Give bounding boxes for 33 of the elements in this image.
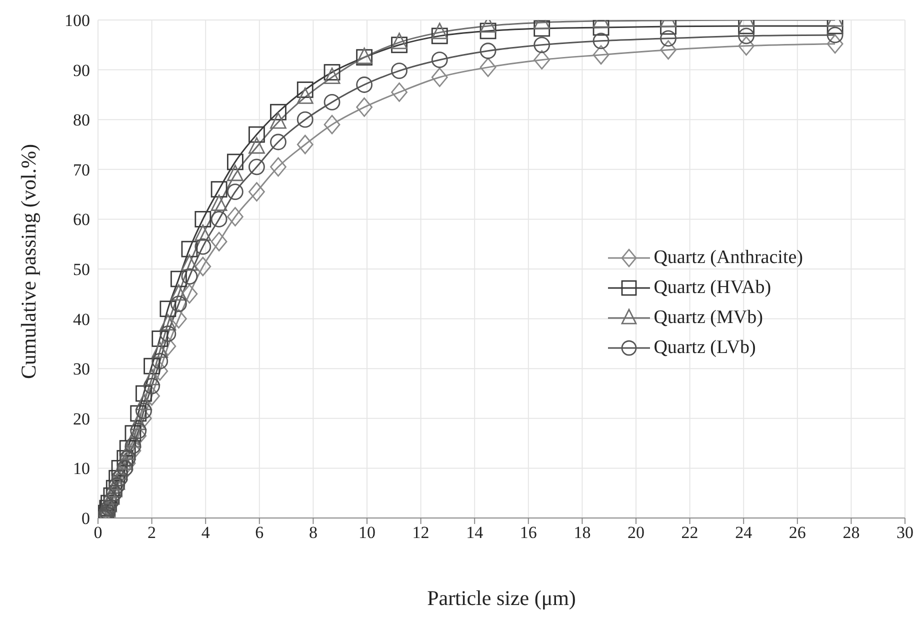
x-axis-title: Particle size (μm) xyxy=(427,586,576,610)
y-tick-label: 40 xyxy=(73,310,90,329)
y-tick-label: 30 xyxy=(73,360,90,379)
x-tick-label: 26 xyxy=(788,523,806,542)
x-tick-label: 16 xyxy=(520,523,537,542)
x-tick-label: 18 xyxy=(574,523,591,542)
y-axis-title: Cumulative passing (vol.%) xyxy=(16,144,40,379)
x-tick-label: 30 xyxy=(896,523,914,542)
x-tick-label: 2 xyxy=(148,523,156,542)
x-tick-label: 28 xyxy=(842,523,860,542)
y-tick-label: 10 xyxy=(73,459,90,478)
x-tick-label: 22 xyxy=(681,523,698,542)
legend-label: Quartz (HVAb) xyxy=(654,277,772,299)
y-tick-label: 0 xyxy=(82,509,90,528)
legend-label: Quartz (MVb) xyxy=(654,307,763,329)
y-tick-label: 100 xyxy=(64,11,90,30)
x-tick-label: 24 xyxy=(735,523,753,542)
x-tick-label: 0 xyxy=(94,523,102,542)
x-tick-label: 10 xyxy=(358,523,376,542)
x-tick-label: 14 xyxy=(466,523,484,542)
y-tick-label: 50 xyxy=(73,260,90,280)
y-tick-label: 60 xyxy=(73,210,90,230)
y-tick-label: 80 xyxy=(73,110,90,130)
y-tick-label: 20 xyxy=(73,409,90,428)
legend-label: Quartz (LVb) xyxy=(654,337,756,359)
x-tick-label: 20 xyxy=(628,523,644,542)
y-tick-label: 90 xyxy=(73,60,90,80)
legend-label: Quartz (Anthracite) xyxy=(654,247,803,269)
y-tick-label: 70 xyxy=(73,160,90,180)
x-tick-label: 4 xyxy=(201,523,210,542)
x-tick-label: 12 xyxy=(412,523,430,542)
x-tick-label: 8 xyxy=(308,523,318,542)
x-tick-label: 6 xyxy=(255,523,264,542)
